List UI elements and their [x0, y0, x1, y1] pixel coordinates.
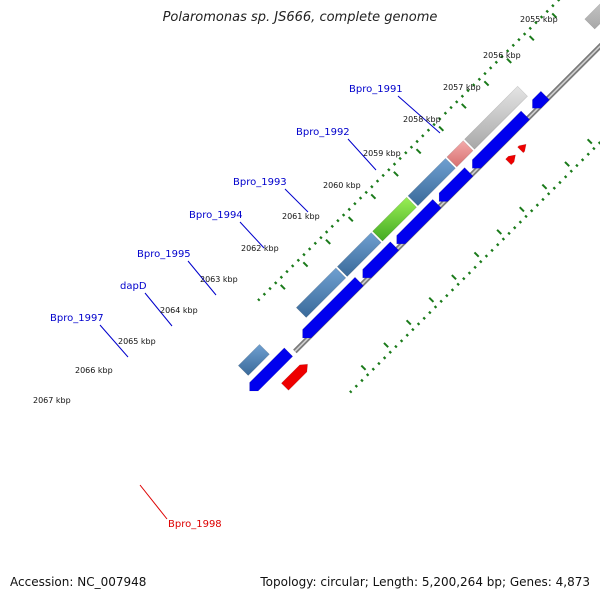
- gene-bar-bpro-1995: [372, 196, 417, 242]
- label-leader-line: [397, 95, 441, 134]
- label-leader-line: [284, 188, 309, 213]
- inner-scale-line: [349, 140, 600, 394]
- label-leader-line: [187, 260, 217, 296]
- major-tick: [370, 193, 377, 200]
- outer-scale-line: [257, 0, 561, 302]
- scale-labels: 2055 kbp 2056 kbp 2057 kbp 2058 kbp 2059 kbp…: [33, 15, 558, 405]
- gene-bar-bpro-1997: [295, 267, 347, 318]
- major-tick: [405, 319, 412, 326]
- reverse-cds-arrow: [517, 143, 527, 154]
- gene-label: Bpro_1995: [137, 249, 191, 260]
- major-tick: [302, 261, 309, 268]
- scale-label: 2063 kbp: [200, 275, 238, 284]
- scale-label: 2055 kbp: [520, 15, 558, 24]
- label-leader-line: [139, 484, 168, 520]
- scale-label: 2062 kbp: [241, 244, 279, 253]
- reverse-cds-arrow: [280, 363, 308, 391]
- scale-label: 2056 kbp: [483, 51, 521, 60]
- gene-bar-dapD: [336, 232, 382, 277]
- major-tick: [415, 148, 422, 155]
- accession-text: Accession: NC_007948: [10, 575, 147, 589]
- scale-label: 2066 kbp: [75, 366, 113, 375]
- major-tick: [461, 103, 467, 109]
- major-tick: [383, 342, 389, 348]
- cds-arrow: [438, 167, 474, 202]
- major-tick: [528, 35, 535, 42]
- scale-label: 2058 kbp: [403, 115, 441, 124]
- gene-label: Bpro_1997: [50, 313, 104, 324]
- gene-label: Bpro_1998: [168, 519, 222, 530]
- major-tick: [360, 364, 367, 371]
- major-tick: [428, 296, 435, 303]
- scale-label: 2065 kbp: [118, 337, 156, 346]
- cds-arrow: [302, 276, 364, 339]
- major-tick: [506, 57, 512, 64]
- major-tick: [438, 125, 445, 132]
- major-tick: [564, 161, 570, 167]
- major-tick: [496, 229, 503, 235]
- major-tick: [541, 183, 548, 190]
- scale-label: 2059 kbp: [363, 149, 401, 158]
- cds-arrow: [532, 90, 550, 109]
- major-tick: [551, 12, 558, 19]
- cds-arrow: [471, 110, 531, 169]
- gene-label: Bpro_1991: [349, 84, 403, 95]
- major-tick: [393, 171, 399, 177]
- scale-label: 2067 kbp: [33, 396, 71, 405]
- scale-label: 2060 kbp: [323, 181, 361, 190]
- tick-marks: [257, 0, 600, 394]
- gene-label: Bpro_1993: [233, 177, 287, 188]
- label-leader-line: [144, 292, 173, 327]
- reverse-cds-arrow: [505, 154, 516, 166]
- gene-label: Bpro_1994: [189, 210, 243, 221]
- genome-info-text: Topology: circular; Length: 5,200,264 bp…: [260, 575, 590, 589]
- major-tick: [280, 284, 286, 290]
- major-tick: [451, 274, 457, 281]
- gene-labels: Bpro_1991 Bpro_1992 Bpro_1993 Bpro_1994 Bpro…: [50, 84, 403, 530]
- gene-bar-bpro-1993: [446, 140, 474, 168]
- label-leader-line: [347, 138, 377, 171]
- major-tick: [473, 251, 480, 258]
- label-leader-lines: [99, 95, 441, 520]
- major-tick: [347, 216, 354, 223]
- gene-features: [237, 3, 600, 392]
- map-title: Polaromonas sp. JS666, complete genome: [162, 10, 438, 25]
- gene-label: dapD: [120, 281, 147, 292]
- major-tick: [483, 80, 490, 87]
- gene-bar-bpro-1994: [407, 157, 456, 207]
- major-tick: [519, 206, 525, 213]
- cds-arrow: [249, 347, 294, 392]
- major-tick: [586, 138, 593, 145]
- scale-label: 2057 kbp: [443, 83, 481, 92]
- gene-bar-right: [584, 3, 600, 30]
- scale-label: 2061 kbp: [282, 212, 320, 221]
- gene-label: Bpro_1992: [296, 127, 350, 138]
- major-tick: [325, 238, 331, 245]
- cds-arrow: [396, 198, 442, 245]
- gene-bar-left: [237, 343, 270, 376]
- label-leader-line: [99, 324, 129, 358]
- cds-arrow: [362, 241, 400, 279]
- label-leader-line: [239, 221, 265, 249]
- scale-label: 2064 kbp: [160, 306, 198, 315]
- gene-bar-bpro-1992: [464, 85, 528, 150]
